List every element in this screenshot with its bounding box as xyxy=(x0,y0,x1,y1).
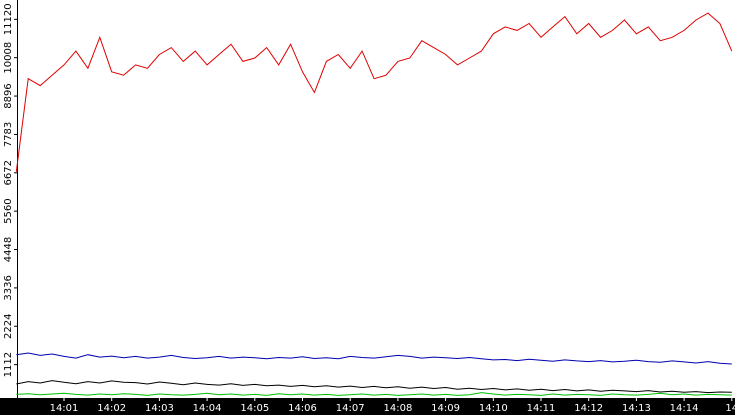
y-tick-label: 10008 xyxy=(3,42,14,74)
y-tick-label: 3336 xyxy=(3,275,14,300)
y-tick-label: 4448 xyxy=(3,237,14,262)
series-line xyxy=(16,380,732,394)
series-line xyxy=(16,392,732,396)
y-tick-label: 11120 xyxy=(3,3,14,35)
x-tick-label: 14:12 xyxy=(574,403,603,414)
x-tick-label: 14:04 xyxy=(193,403,222,414)
y-tick-label: 7783 xyxy=(3,122,14,147)
y-tick-label: 2224 xyxy=(3,314,14,339)
y-tick-label: 5560 xyxy=(3,198,14,223)
x-tick-label: 14:05 xyxy=(240,403,269,414)
x-tick-label: 14:14 xyxy=(670,403,699,414)
y-tick-label: 8896 xyxy=(3,83,14,108)
series-line xyxy=(16,352,732,365)
x-tick-label: 14 xyxy=(725,403,735,414)
x-tick-label: 14:09 xyxy=(431,403,460,414)
x-tick-label: 14:11 xyxy=(527,403,556,414)
x-tick-label: 14:02 xyxy=(97,403,126,414)
x-tick-label: 14:06 xyxy=(288,403,317,414)
x-tick-label: 14:07 xyxy=(336,403,365,414)
y-tick-label: 0 xyxy=(3,400,14,406)
x-axis-bar xyxy=(0,398,735,415)
series-line xyxy=(15,12,733,172)
x-tick-label: 14:13 xyxy=(622,403,651,414)
x-tick-label: 14:03 xyxy=(145,403,174,414)
x-tick-label: 14:10 xyxy=(479,403,508,414)
x-tick-label: 14:08 xyxy=(383,403,412,414)
y-tick-label: 1112 xyxy=(3,352,14,377)
x-tick-label: 14:01 xyxy=(50,403,79,414)
y-tick-label: 6672 xyxy=(3,160,14,185)
